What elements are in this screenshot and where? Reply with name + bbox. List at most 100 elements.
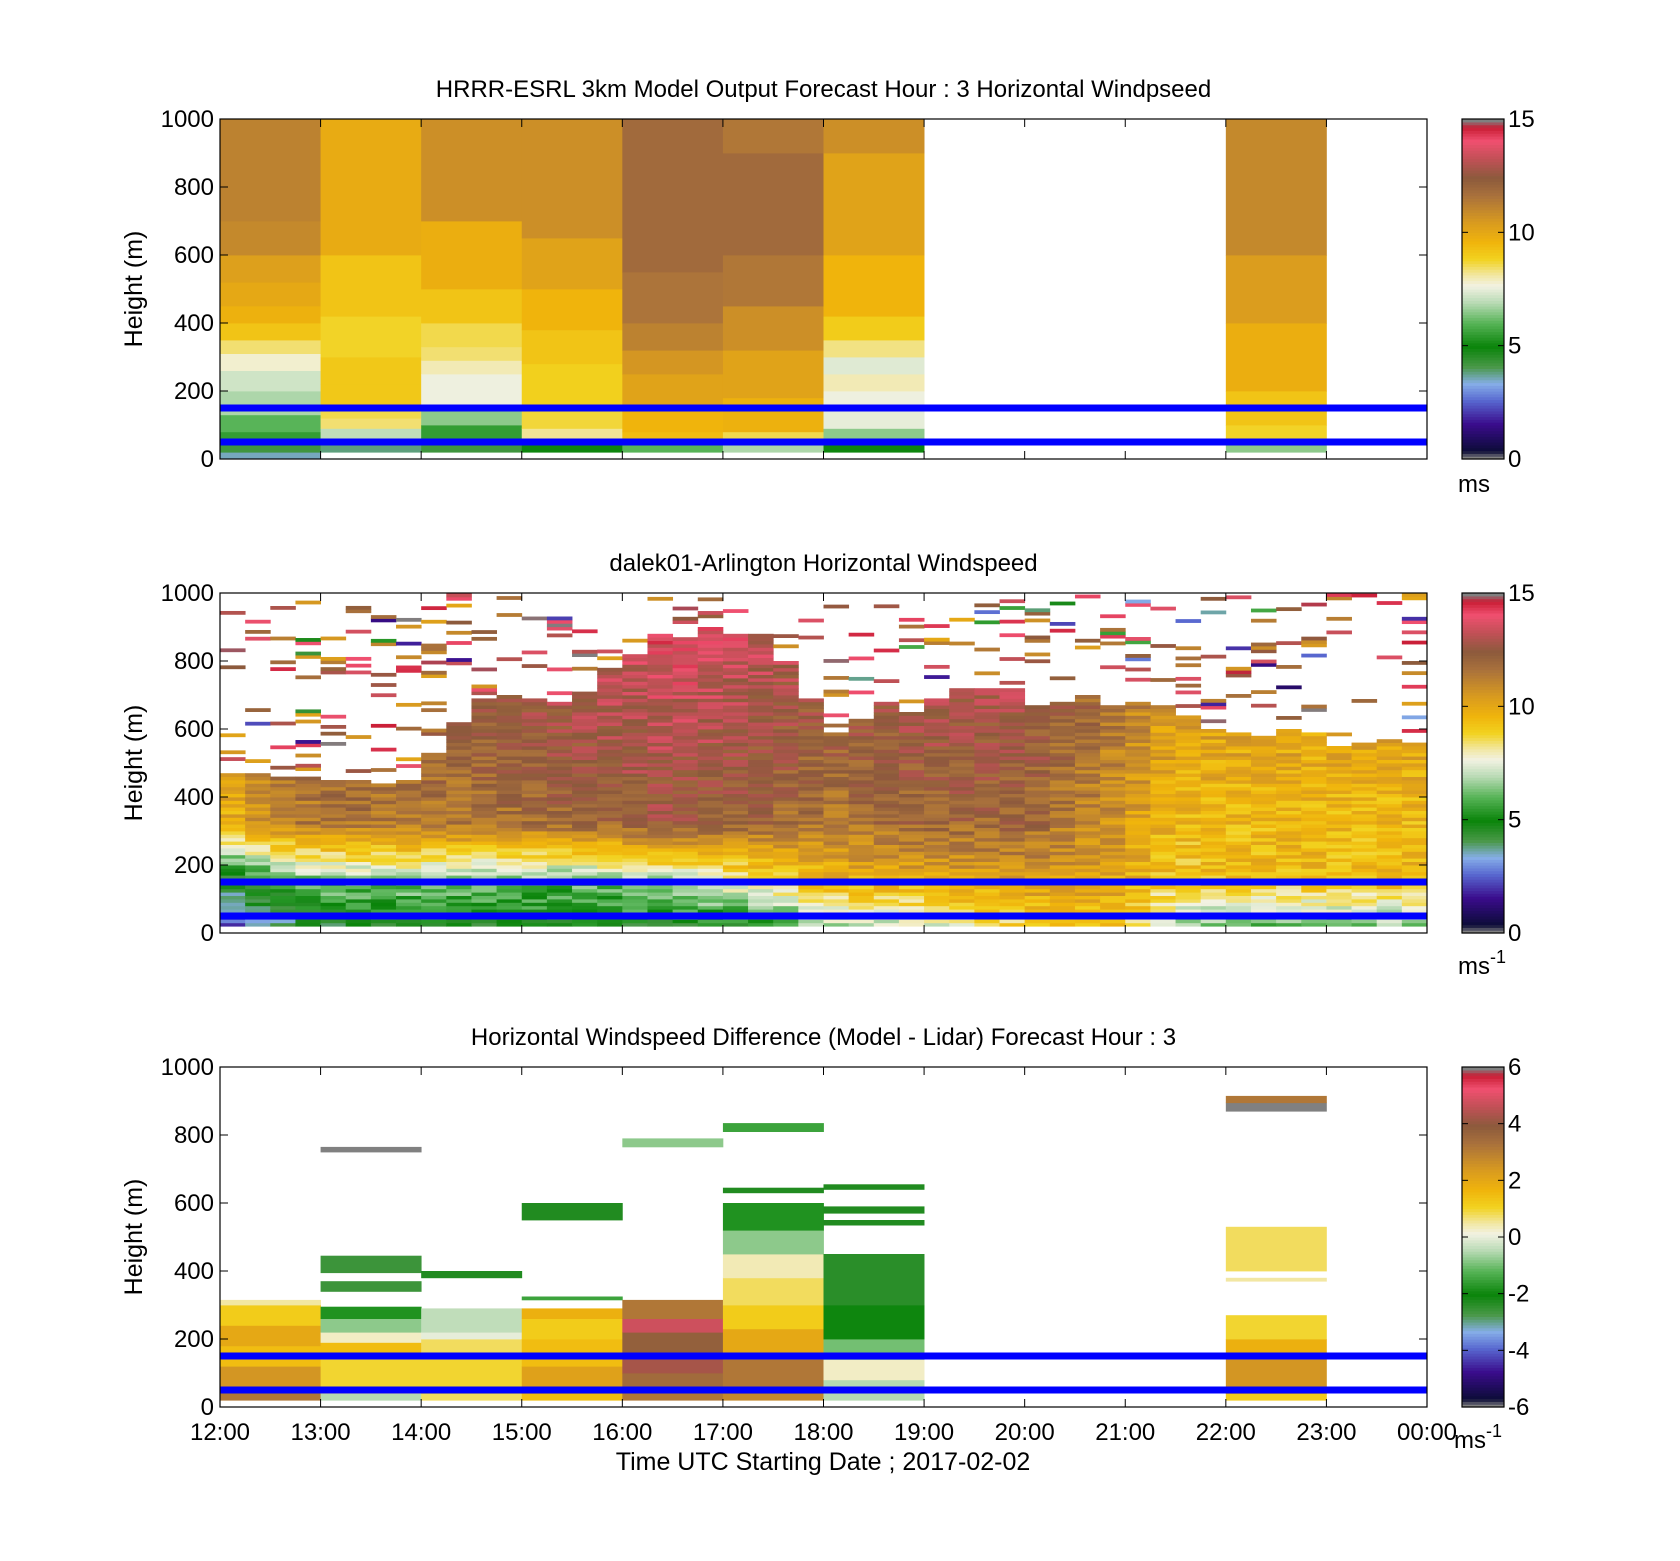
heatmap-cell — [748, 763, 774, 767]
heatmap-cell — [773, 735, 799, 740]
heatmap-cell — [848, 746, 875, 750]
heatmap-cell — [572, 895, 598, 900]
heatmap-cell — [672, 654, 699, 658]
heatmap-cell — [722, 153, 824, 256]
heatmap-cell — [1276, 837, 1302, 842]
heatmap-cell — [320, 905, 347, 910]
heatmap-cell — [370, 683, 397, 687]
colorbar-swatch — [1462, 1387, 1504, 1391]
heatmap-cell — [345, 609, 372, 614]
heatmap-cell — [1276, 851, 1302, 856]
heatmap-cell — [697, 776, 724, 781]
heatmap-cell — [722, 854, 749, 859]
heatmap-cell — [748, 888, 774, 893]
heatmap-cell — [320, 670, 347, 675]
heatmap-cell — [1326, 919, 1352, 924]
heatmap-cell — [999, 827, 1026, 832]
heatmap-cell — [924, 715, 950, 720]
heatmap-cell — [471, 752, 498, 757]
heatmap-cell — [672, 667, 699, 672]
heatmap-cell — [722, 844, 749, 849]
heatmap-cell — [521, 875, 548, 879]
colorbar-swatch — [1462, 1225, 1504, 1230]
heatmap-cell — [1024, 848, 1051, 852]
heatmap-cell — [546, 623, 573, 628]
heatmap-cell — [1074, 871, 1101, 876]
heatmap-cell — [1225, 800, 1252, 805]
heatmap-cell — [823, 858, 850, 862]
heatmap-cell — [672, 657, 699, 662]
heatmap-cell — [748, 902, 774, 907]
heatmap-cell — [697, 742, 724, 747]
heatmap-cell — [722, 1254, 824, 1279]
heatmap-cell — [773, 698, 799, 703]
heatmap-cell — [949, 742, 975, 747]
heatmap-cell — [622, 684, 648, 689]
heatmap-cell — [546, 732, 573, 737]
heatmap-cell — [647, 841, 674, 845]
colorbar-swatch — [1462, 1395, 1504, 1400]
heatmap-cell — [949, 899, 975, 903]
heatmap-cell — [898, 645, 925, 649]
heatmap-cell — [999, 793, 1026, 798]
heatmap-cell — [1074, 885, 1101, 890]
heatmap-cell — [572, 666, 598, 671]
heatmap-cell — [245, 854, 271, 859]
heatmap-cell — [773, 837, 799, 842]
heatmap-cell — [722, 888, 749, 893]
heatmap-cell — [697, 848, 724, 852]
x-axis: 12:00 13:00 14:00 15:00 16:00 17:00 18:00 19:00… — [190, 1419, 1457, 1476]
heatmap-cell — [722, 637, 749, 641]
heatmap-cell — [873, 701, 900, 706]
heatmap-cell — [773, 892, 799, 896]
heatmap-cell — [1225, 766, 1252, 771]
heatmap-cell — [1376, 875, 1403, 879]
heatmap-cell — [1175, 844, 1202, 849]
heatmap-cell — [421, 905, 447, 910]
heatmap-cell — [622, 790, 648, 794]
heatmap-cell — [521, 919, 548, 924]
heatmap-cell — [1200, 868, 1227, 873]
heatmap-cell — [697, 892, 724, 896]
y-tick-label: 600 — [174, 1190, 214, 1217]
heatmap-cell — [924, 735, 950, 740]
heatmap-cell — [1351, 851, 1378, 856]
heatmap-cell — [1225, 673, 1252, 678]
heatmap-cell — [697, 841, 724, 845]
heatmap-cell — [1250, 844, 1277, 849]
heatmap-cell — [999, 735, 1026, 740]
heatmap-cell — [898, 858, 925, 862]
heatmap-cell — [245, 807, 271, 811]
heatmap-cell — [949, 783, 975, 788]
heatmap-cell — [1250, 922, 1277, 927]
heatmap-cell — [1150, 817, 1176, 822]
heatmap-cell — [496, 722, 523, 726]
heatmap-cell — [446, 593, 472, 598]
colorbar-swatch — [1462, 629, 1504, 634]
heatmap-cell — [748, 654, 774, 658]
heatmap-cell — [521, 899, 548, 903]
colorbar-swatch — [1462, 1319, 1504, 1323]
colorbar-swatch — [1462, 782, 1504, 787]
heatmap-cell — [521, 814, 548, 818]
heatmap-cell — [949, 763, 975, 767]
heatmap-cell — [396, 797, 422, 801]
heatmap-cell — [722, 681, 749, 686]
heatmap-cell — [396, 841, 422, 845]
colorbar-swatch — [1462, 1378, 1504, 1383]
heatmap-cell — [1024, 868, 1051, 873]
heatmap-cell — [1049, 732, 1076, 737]
heatmap-cell — [823, 895, 850, 900]
heatmap-cell — [1376, 780, 1403, 784]
heatmap-cell — [647, 640, 674, 645]
heatmap-cell — [622, 763, 648, 767]
heatmap-cell — [974, 868, 1000, 873]
colorbar-swatch — [1462, 1370, 1504, 1374]
heatmap-cell — [823, 776, 850, 781]
heatmap-cell — [798, 837, 824, 842]
heatmap-cell — [572, 837, 598, 842]
heatmap-cell — [647, 895, 674, 900]
heatmap-cell — [1150, 834, 1176, 839]
heatmap-cell — [446, 824, 472, 828]
heatmap-cell — [848, 793, 875, 798]
